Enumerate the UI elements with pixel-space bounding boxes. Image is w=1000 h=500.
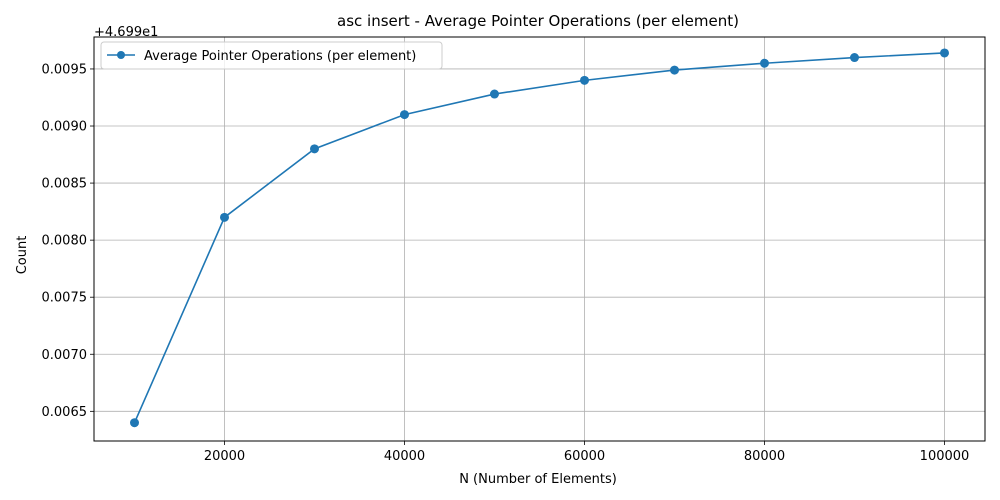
y-tick-label: 0.0095 bbox=[42, 62, 88, 77]
data-point bbox=[760, 58, 769, 68]
data-point bbox=[400, 110, 409, 120]
data-point bbox=[850, 53, 859, 63]
y-tick-label: 0.0075 bbox=[42, 291, 88, 306]
data-point bbox=[130, 418, 139, 428]
series-line bbox=[133, 52, 945, 424]
data-point bbox=[220, 212, 229, 222]
y-tick-label: 0.0085 bbox=[42, 177, 88, 192]
y-tick-label: 0.0080 bbox=[42, 234, 88, 249]
legend-frame bbox=[100, 41, 443, 70]
chart-title: asc insert - Average Pointer Operations … bbox=[337, 12, 739, 30]
legend-marker-swatch bbox=[117, 51, 125, 59]
data-point bbox=[310, 144, 319, 154]
data-point bbox=[940, 48, 949, 58]
data-point bbox=[490, 89, 499, 99]
y-axis-offset-label: +4.699e1 bbox=[94, 25, 158, 40]
legend-entry-label: Average Pointer Operations (per element) bbox=[144, 49, 416, 64]
axis-ticks: 20000 40000 60000 80000 100000 0.0065 0.0070 0.… bbox=[42, 62, 970, 464]
y-tick-label: 0.0070 bbox=[42, 348, 88, 363]
y-tick-label: 0.0065 bbox=[42, 405, 88, 420]
y-axis-label: Count bbox=[15, 236, 30, 275]
x-axis-label: N (Number of Elements) bbox=[459, 472, 617, 487]
x-tick-label: 20000 bbox=[204, 449, 245, 464]
y-tick-label: 0.0090 bbox=[42, 120, 88, 135]
x-tick-label: 60000 bbox=[564, 449, 605, 464]
series-layer bbox=[130, 48, 949, 428]
legend: Average Pointer Operations (per element) bbox=[100, 41, 443, 70]
x-tick-label: 100000 bbox=[920, 449, 970, 464]
plot-frame bbox=[93, 36, 986, 442]
x-tick-label: 80000 bbox=[744, 449, 785, 464]
x-tick-label: 40000 bbox=[384, 449, 425, 464]
data-point bbox=[580, 75, 589, 85]
data-point bbox=[670, 65, 679, 75]
